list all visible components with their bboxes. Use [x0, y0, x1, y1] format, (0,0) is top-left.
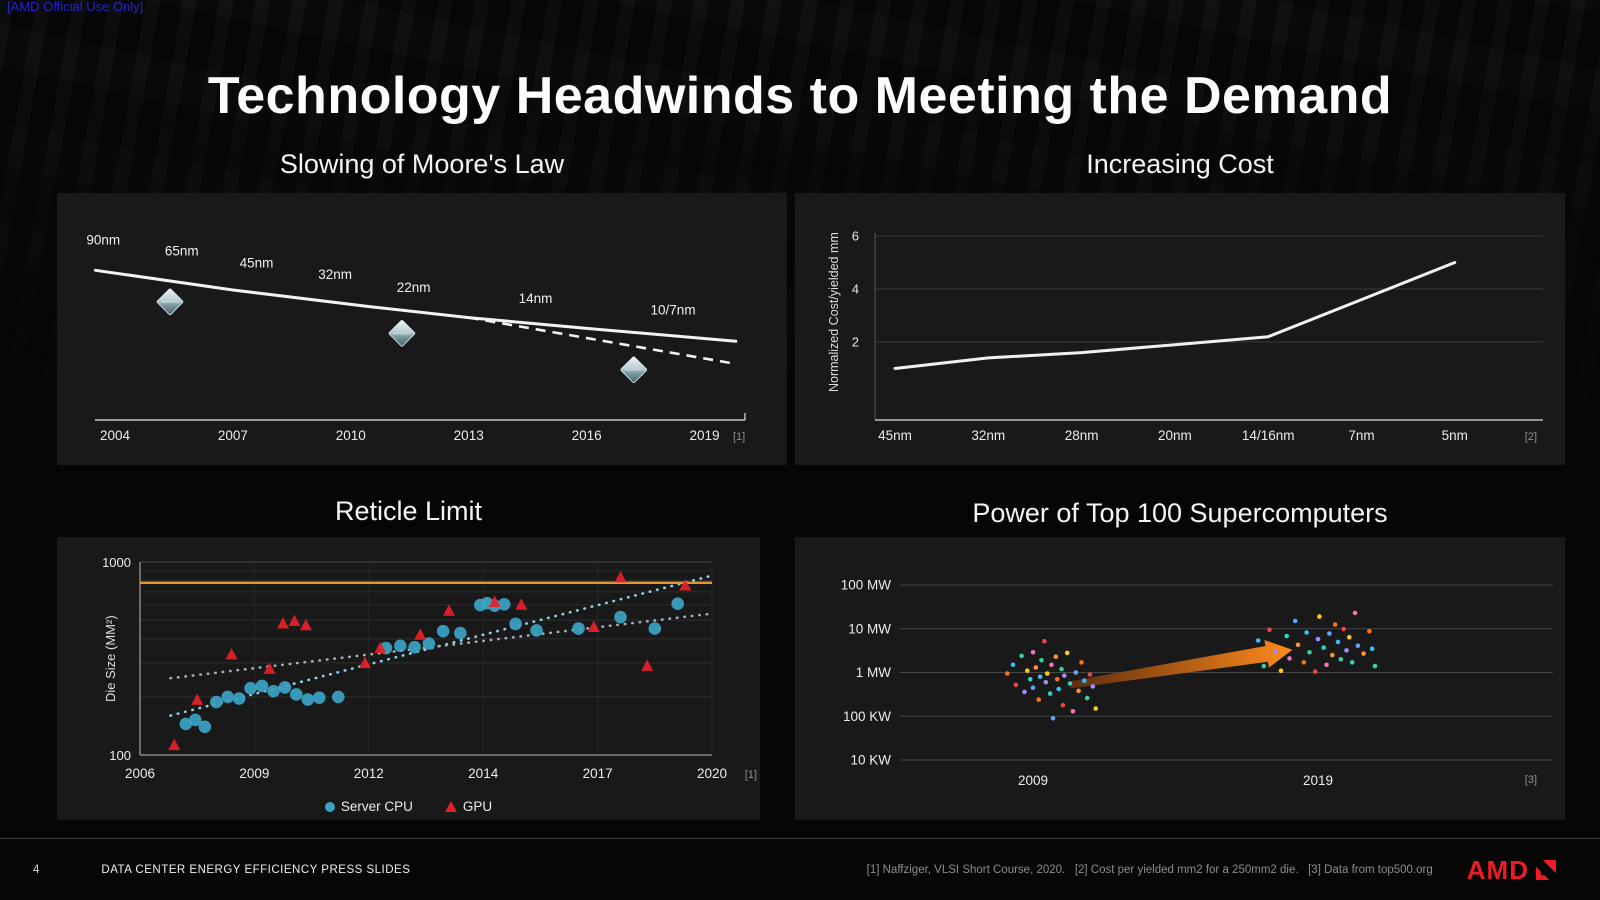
svg-text:[3]: [3]	[1525, 774, 1537, 786]
svg-text:100 MW: 100 MW	[841, 578, 892, 593]
panel-reticle-limit: Die Size (MM²) 1000 100 2006 2009 2012 2014 20…	[57, 537, 760, 820]
svg-text:2009: 2009	[239, 766, 269, 781]
deck-title: DATA CENTER ENERGY EFFICIENCY PRESS SLID…	[101, 863, 411, 876]
svg-text:2014: 2014	[468, 766, 499, 781]
svg-text:2019: 2019	[1303, 773, 1333, 788]
svg-text:45nm: 45nm	[240, 255, 274, 270]
legend-label-gpu: GPU	[462, 799, 493, 814]
svg-text:[1]: [1]	[733, 431, 745, 443]
svg-text:1000: 1000	[102, 555, 131, 570]
page-number: 4	[33, 863, 40, 876]
legend-item-server-cpu: Server CPU	[324, 799, 413, 814]
svg-text:10/7nm: 10/7nm	[651, 303, 696, 318]
footer: 4 DATA CENTER ENERGY EFFICIENCY PRESS SL…	[0, 838, 1600, 900]
svg-text:22nm: 22nm	[397, 280, 431, 295]
gpu-marker-icon	[444, 801, 457, 812]
slide-title: Technology Headwinds to Meeting the Dema…	[207, 67, 1393, 125]
svg-text:32nm: 32nm	[971, 428, 1005, 443]
svg-text:2009: 2009	[1018, 773, 1048, 788]
svg-text:2: 2	[852, 335, 859, 350]
svg-text:65nm: 65nm	[165, 244, 199, 259]
footnotes: [1] Naffziger, VLSI Short Course, 2020. …	[866, 863, 1433, 876]
server-cpu-marker-icon	[324, 801, 335, 812]
svg-text:10 MW: 10 MW	[848, 621, 891, 636]
chart-title-moores-law: Slowing of Moore's Law	[279, 149, 565, 179]
svg-text:[1]: [1]	[745, 769, 757, 781]
svg-text:[2]: [2]	[1525, 431, 1537, 443]
panel-moores-law: 2004 2007 2010 2013 2016 2019 [1] 90nm 65nm 45nm 3…	[57, 193, 787, 465]
svg-text:100: 100	[109, 748, 131, 763]
svg-text:2019: 2019	[689, 428, 719, 443]
svg-text:4: 4	[852, 282, 859, 297]
svg-text:5nm: 5nm	[1442, 428, 1468, 443]
svg-text:7nm: 7nm	[1348, 428, 1374, 443]
legend-label-server-cpu: Server CPU	[340, 799, 413, 814]
chart-title-increasing-cost: Increasing Cost	[1086, 149, 1274, 179]
chart-title-reticle-limit: Reticle Limit	[334, 496, 483, 526]
panel-supercomputer-power: 100 MW 10 MW 1 MW 100 KW 10 KW 2009 2019 [3]	[795, 537, 1565, 820]
svg-text:32nm: 32nm	[318, 267, 352, 282]
svg-text:2017: 2017	[583, 766, 613, 781]
classification-marking: [AMD Official Use Only]	[7, 0, 144, 14]
amd-logo-text: AMD	[1466, 854, 1529, 885]
cost-y-axis-label: Normalized Cost/yielded mm	[827, 232, 841, 392]
svg-text:100 KW: 100 KW	[843, 709, 891, 724]
svg-text:2004: 2004	[100, 428, 131, 443]
panel-increasing-cost: Normalized Cost/yielded mm 2 4 6 45nm 32nm 28…	[795, 193, 1565, 465]
reticle-legend: Server CPU GPU	[57, 799, 760, 814]
svg-text:2006: 2006	[125, 766, 155, 781]
amd-arrow-icon	[1536, 859, 1556, 880]
legend-item-gpu: GPU	[444, 799, 493, 814]
svg-text:2012: 2012	[354, 766, 384, 781]
die-size-y-axis-label: Die Size (MM²)	[103, 615, 118, 703]
svg-text:1 MW: 1 MW	[856, 665, 892, 680]
svg-text:10 KW: 10 KW	[850, 753, 891, 768]
svg-text:2007: 2007	[218, 428, 248, 443]
svg-text:2016: 2016	[572, 428, 602, 443]
svg-text:45nm: 45nm	[878, 428, 912, 443]
svg-text:14/16nm: 14/16nm	[1242, 428, 1295, 443]
supercomputer-power-chart: 100 MW 10 MW 1 MW 100 KW 10 KW 2009 2019 [3]	[841, 578, 1553, 788]
svg-text:2020: 2020	[697, 766, 727, 781]
svg-text:2013: 2013	[454, 428, 484, 443]
increasing-cost-chart: 2 4 6 45nm 32nm 28nm 20nm 14/16nm 7nm 5nm [2]	[852, 229, 1543, 443]
svg-text:28nm: 28nm	[1065, 428, 1099, 443]
svg-text:2010: 2010	[336, 428, 366, 443]
svg-text:6: 6	[852, 229, 859, 244]
svg-text:14nm: 14nm	[519, 291, 553, 306]
svg-text:90nm: 90nm	[86, 233, 120, 248]
moores-law-chart: 2004 2007 2010 2013 2016 2019 [1] 90nm 65nm 45nm 3…	[86, 233, 746, 443]
amd-logo: AMD	[1467, 857, 1556, 883]
chart-title-supercomputer-power: Power of Top 100 Supercomputers	[972, 498, 1388, 528]
reticle-limit-chart: 1000 100 2006 2009 2012 2014 2017 2020 [1]	[102, 555, 757, 781]
svg-text:20nm: 20nm	[1158, 428, 1192, 443]
